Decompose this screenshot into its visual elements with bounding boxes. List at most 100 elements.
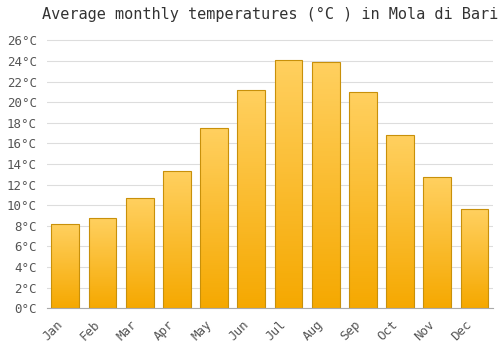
Bar [126,227,154,228]
Bar [238,190,265,192]
Bar [312,146,340,148]
Bar [52,304,79,305]
Bar [88,281,117,282]
Bar [349,263,377,265]
Bar [312,84,340,87]
Bar [163,236,191,237]
Bar [312,252,340,254]
Bar [460,217,488,218]
Bar [88,238,117,239]
Bar [424,254,451,256]
Bar [274,174,302,177]
Bar [424,217,451,218]
Bar [126,223,154,224]
Bar [126,240,154,241]
Bar [386,213,414,215]
Bar [460,286,488,287]
Bar [312,173,340,175]
Bar [274,209,302,211]
Bar [386,199,414,201]
Bar [88,251,117,252]
Bar [163,253,191,255]
Bar [312,67,340,69]
Bar [88,273,117,274]
Bar [200,186,228,188]
Bar [386,293,414,294]
Bar [163,297,191,299]
Bar [424,293,451,294]
Bar [349,211,377,213]
Bar [200,245,228,247]
Bar [460,214,488,215]
Bar [200,146,228,148]
Bar [126,200,154,201]
Bar [126,262,154,263]
Bar [274,60,302,308]
Bar [274,164,302,167]
Bar [460,234,488,235]
Bar [460,240,488,241]
Bar [163,288,191,289]
Bar [460,266,488,267]
Bar [163,248,191,249]
Bar [460,228,488,229]
Bar [238,230,265,232]
Bar [349,137,377,140]
Bar [163,171,191,308]
Bar [126,299,154,301]
Bar [163,211,191,212]
Bar [88,279,117,280]
Bar [88,219,117,220]
Bar [238,138,265,140]
Bar [386,307,414,308]
Bar [274,216,302,219]
Bar [349,172,377,174]
Bar [274,187,302,189]
Bar [238,177,265,179]
Bar [386,208,414,210]
Bar [460,246,488,247]
Bar [460,218,488,219]
Bar [163,271,191,273]
Bar [52,239,79,240]
Bar [349,215,377,217]
Bar [238,240,265,243]
Bar [274,206,302,209]
Bar [274,149,302,152]
Bar [200,243,228,245]
Bar [163,275,191,277]
Bar [460,253,488,254]
Bar [126,287,154,288]
Bar [200,141,228,142]
Bar [88,282,117,283]
Bar [424,218,451,219]
Bar [238,129,265,131]
Bar [200,157,228,159]
Bar [274,169,302,172]
Bar [163,245,191,246]
Bar [52,281,79,282]
Bar [424,187,451,188]
Bar [349,135,377,137]
Bar [349,280,377,282]
Bar [163,241,191,243]
Bar [312,92,340,94]
Bar [460,265,488,266]
Bar [238,125,265,127]
Bar [200,225,228,227]
Bar [238,122,265,125]
Bar [312,202,340,205]
Bar [274,100,302,102]
Bar [424,194,451,196]
Bar [274,199,302,202]
Bar [460,241,488,242]
Bar [386,137,414,139]
Bar [312,111,340,114]
Bar [424,298,451,299]
Bar [200,272,228,274]
Bar [460,304,488,305]
Bar [312,185,340,188]
Bar [424,282,451,284]
Bar [460,242,488,243]
Bar [52,266,79,267]
